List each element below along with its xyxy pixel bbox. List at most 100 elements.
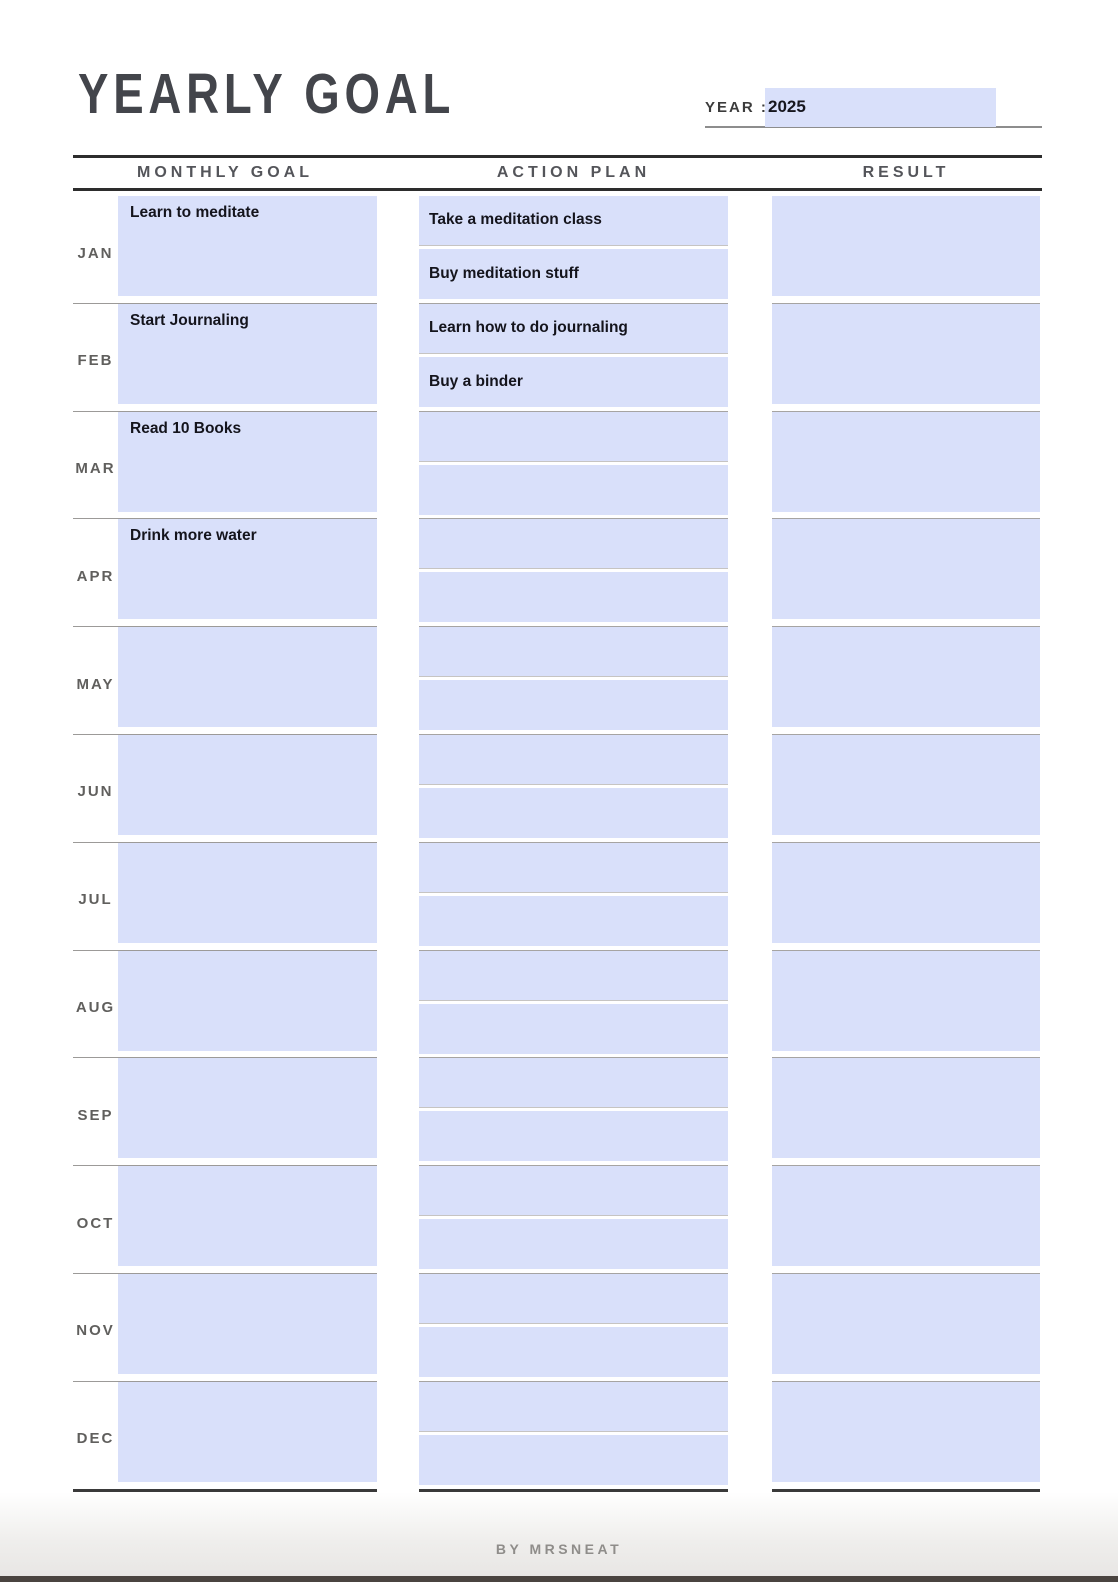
result-field[interactable] — [772, 1273, 1040, 1374]
action-plan-field-1[interactable] — [419, 1166, 728, 1217]
month-row: SEP — [73, 1058, 1042, 1167]
monthly-goal-field[interactable] — [118, 734, 377, 835]
result-field[interactable] — [772, 303, 1040, 404]
action-plan-field-2[interactable] — [419, 1219, 728, 1270]
action-plan-field-2[interactable] — [419, 1434, 728, 1485]
result-field[interactable] — [772, 950, 1040, 1051]
month-label: MAR — [75, 460, 116, 478]
monthly-goal-field[interactable]: Start Journaling — [118, 303, 377, 404]
result-field[interactable] — [772, 1058, 1040, 1159]
action-plan-field-1[interactable] — [419, 411, 728, 462]
monthly-goal-field[interactable] — [118, 1058, 377, 1159]
result-column-cell — [772, 411, 1040, 520]
monthly-goal-field[interactable] — [118, 1273, 377, 1374]
action-plan-field-2[interactable] — [419, 1111, 728, 1162]
action-plan-field-1[interactable] — [419, 950, 728, 1001]
monthly-goal-field[interactable]: Drink more water — [118, 519, 377, 620]
result-field[interactable] — [772, 734, 1040, 835]
monthly-goal-column-cell: APR Drink more water — [73, 519, 377, 628]
monthly-goal-column-cell: JUL — [73, 842, 377, 951]
footer-gradient-band — [0, 1492, 1118, 1582]
monthly-goal-field[interactable]: Learn to meditate — [118, 196, 377, 296]
monthly-goal-field[interactable] — [118, 1381, 377, 1482]
month-row: JUN — [73, 734, 1042, 843]
monthly-goal-text: Learn to meditate — [130, 204, 260, 221]
month-row: JUL — [73, 842, 1042, 951]
action-plan-text-1: Learn how to do journaling — [429, 319, 628, 336]
month-row: JAN Learn to meditate Take a meditation … — [73, 196, 1042, 304]
action-plan-field-1[interactable] — [419, 1058, 728, 1109]
month-row: AUG — [73, 950, 1042, 1059]
month-label: SEP — [77, 1106, 114, 1124]
monthly-goal-column-cell: FEB Start Journaling — [73, 303, 377, 412]
year-input[interactable]: 2025 — [765, 87, 996, 127]
month-label: JUN — [77, 783, 114, 801]
action-plan-field-1[interactable] — [419, 1381, 728, 1432]
action-plan-field-2[interactable] — [419, 895, 728, 946]
action-plan-column-cell — [419, 519, 728, 628]
action-plan-field-1[interactable] — [419, 842, 728, 893]
action-plan-column-cell: Take a meditation class Buy meditation s… — [419, 196, 728, 304]
action-plan-field-1[interactable] — [419, 1273, 728, 1324]
action-plan-field-2[interactable] — [419, 464, 728, 515]
action-plan-field-2[interactable] — [419, 787, 728, 838]
action-plan-field-1[interactable] — [419, 734, 728, 785]
column-header-result: RESULT — [862, 164, 950, 181]
result-column-cell — [772, 950, 1040, 1059]
month-row: OCT — [73, 1166, 1042, 1274]
end-rule-monthly-goal — [73, 1489, 377, 1492]
column-header-action-plan: ACTION PLAN — [496, 164, 651, 181]
action-plan-field-1[interactable]: Take a meditation class — [419, 196, 728, 246]
monthly-goal-column-cell: DEC — [73, 1381, 377, 1490]
monthly-goal-column-cell: MAY — [73, 627, 377, 735]
monthly-goal-field[interactable]: Read 10 Books — [118, 411, 377, 512]
action-plan-field-2[interactable]: Buy meditation stuff — [419, 249, 728, 299]
action-plan-text-1: Take a meditation class — [429, 211, 602, 229]
month-label: JUL — [78, 891, 113, 909]
action-plan-field-1[interactable] — [419, 519, 728, 570]
action-plan-field-2[interactable] — [419, 680, 728, 731]
result-field[interactable] — [772, 196, 1040, 296]
bottom-accent-bar — [0, 1576, 1118, 1582]
action-plan-field-1[interactable]: Learn how to do journaling — [419, 303, 728, 354]
month-rows: JAN Learn to meditate Take a meditation … — [73, 196, 1042, 1490]
action-plan-column-cell — [419, 411, 728, 520]
year-label: YEAR : — [705, 98, 768, 116]
action-plan-field-2[interactable] — [419, 1326, 728, 1377]
action-plan-field-2[interactable] — [419, 1003, 728, 1054]
result-column-cell — [772, 196, 1040, 304]
action-plan-field-2[interactable] — [419, 572, 728, 623]
action-plan-column-cell — [419, 627, 728, 735]
result-field[interactable] — [772, 627, 1040, 728]
monthly-goal-field[interactable] — [118, 1166, 377, 1267]
monthly-goal-field[interactable] — [118, 950, 377, 1051]
footer-credit: BY MRSNEAT — [495, 1541, 623, 1557]
action-plan-column-cell — [419, 1058, 728, 1167]
action-plan-column-cell — [419, 842, 728, 951]
year-field-row: YEAR : 2025 — [705, 87, 1042, 128]
month-row: MAY — [73, 627, 1042, 735]
month-row: DEC — [73, 1381, 1042, 1490]
result-field[interactable] — [772, 1381, 1040, 1482]
result-field[interactable] — [772, 411, 1040, 512]
action-plan-column-cell — [419, 1166, 728, 1274]
result-column-cell — [772, 1273, 1040, 1382]
result-field[interactable] — [772, 1166, 1040, 1267]
action-plan-field-1[interactable] — [419, 627, 728, 678]
monthly-goal-column-cell: OCT — [73, 1166, 377, 1274]
planner-content: YEARLY GOAL YEAR : 2025 MONTHLY GOAL ACT… — [73, 0, 1042, 1582]
monthly-goal-field[interactable] — [118, 842, 377, 943]
result-field[interactable] — [772, 519, 1040, 620]
action-plan-text-2: Buy a binder — [429, 372, 523, 390]
action-plan-field-2[interactable]: Buy a binder — [419, 356, 728, 407]
monthly-goal-field[interactable] — [118, 627, 377, 728]
action-plan-column-cell: Learn how to do journaling Buy a binder — [419, 303, 728, 412]
month-label: JAN — [77, 244, 114, 262]
header-rule-bottom — [73, 188, 1042, 191]
result-column-cell — [772, 1166, 1040, 1274]
monthly-goal-column-cell: SEP — [73, 1058, 377, 1167]
monthly-goal-column-cell: MAR Read 10 Books — [73, 411, 377, 520]
result-column-cell — [772, 303, 1040, 412]
result-field[interactable] — [772, 842, 1040, 943]
